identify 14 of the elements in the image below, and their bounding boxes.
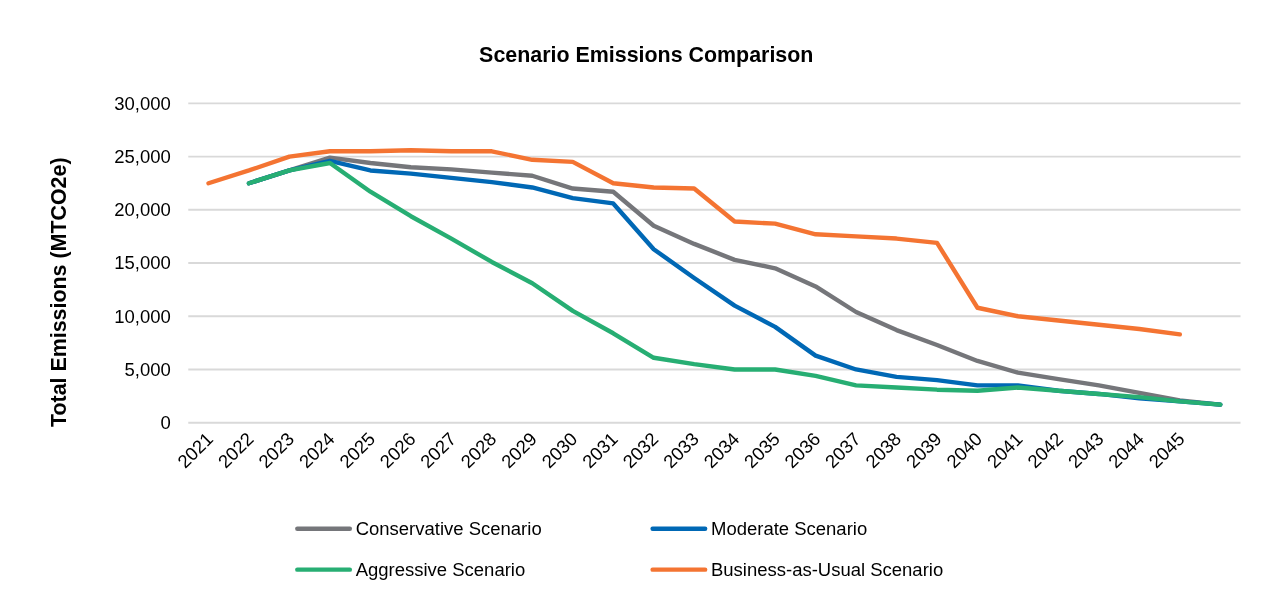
legend-label: Business-as-Usual Scenario — [710, 559, 944, 581]
y-tick-label: 10,000 — [114, 305, 171, 327]
legend-label: Conservative Scenario — [355, 518, 542, 540]
y-tick-label: 15,000 — [114, 252, 171, 274]
legend-label: Moderate Scenario — [710, 518, 868, 540]
chart-title: Scenario Emissions Comparison — [479, 43, 814, 68]
y-tick-label: 30,000 — [114, 92, 171, 114]
y-tick-label: 0 — [160, 412, 171, 434]
y-tick-label: 5,000 — [124, 358, 171, 380]
y-tick-label: 20,000 — [114, 199, 171, 221]
legend-label: Aggressive Scenario — [355, 559, 526, 581]
line-series — [206, 148, 1183, 337]
y-tick-label: 25,000 — [114, 146, 171, 168]
y-axis-title: Total Emissions (MTCO2e) — [46, 157, 71, 428]
